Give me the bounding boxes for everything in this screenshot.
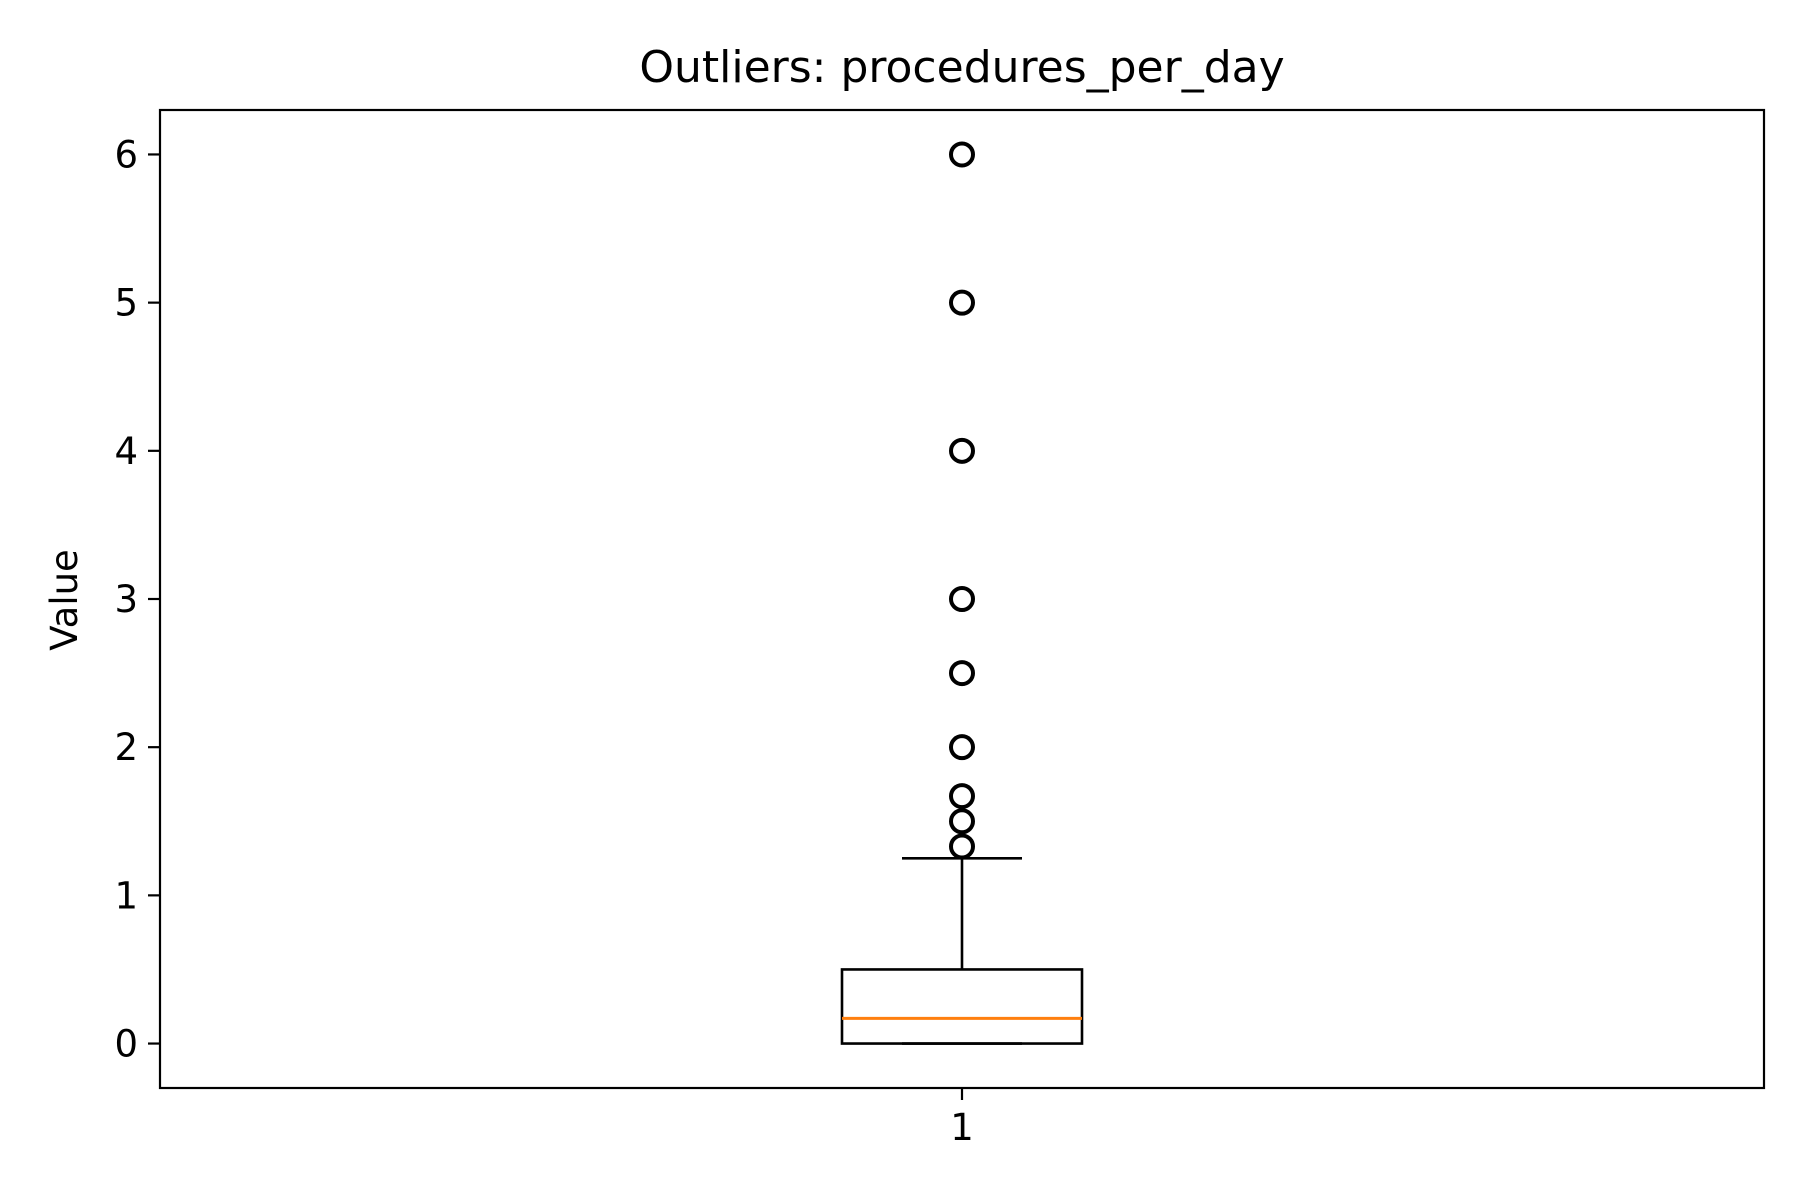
plot-area: 0 1 2 3 4 5 6 1 — [114, 108, 1766, 1149]
outlier-point — [949, 808, 975, 835]
outlier-point — [949, 660, 975, 687]
x-tick-label: 1 — [950, 1106, 974, 1149]
y-axis-label: Value — [43, 549, 86, 651]
y-tick-label: 2 — [114, 726, 138, 769]
chart-title: Outliers: procedures_per_day — [639, 42, 1284, 93]
outlier-point — [949, 289, 975, 316]
outlier-point — [949, 783, 975, 810]
y-tick-label: 1 — [114, 874, 138, 917]
y-tick-label: 3 — [114, 578, 138, 621]
y-tick-label: 0 — [114, 1023, 138, 1066]
y-tick-label: 5 — [114, 282, 138, 325]
y-tick-label: 4 — [114, 430, 138, 473]
box-body — [840, 968, 1084, 1045]
y-tick-label: 6 — [114, 133, 138, 176]
outlier-point — [949, 437, 975, 464]
outlier-point — [949, 586, 975, 612]
outlier-point — [949, 734, 975, 761]
outlier-point — [949, 141, 975, 168]
outlier-point — [949, 833, 975, 860]
